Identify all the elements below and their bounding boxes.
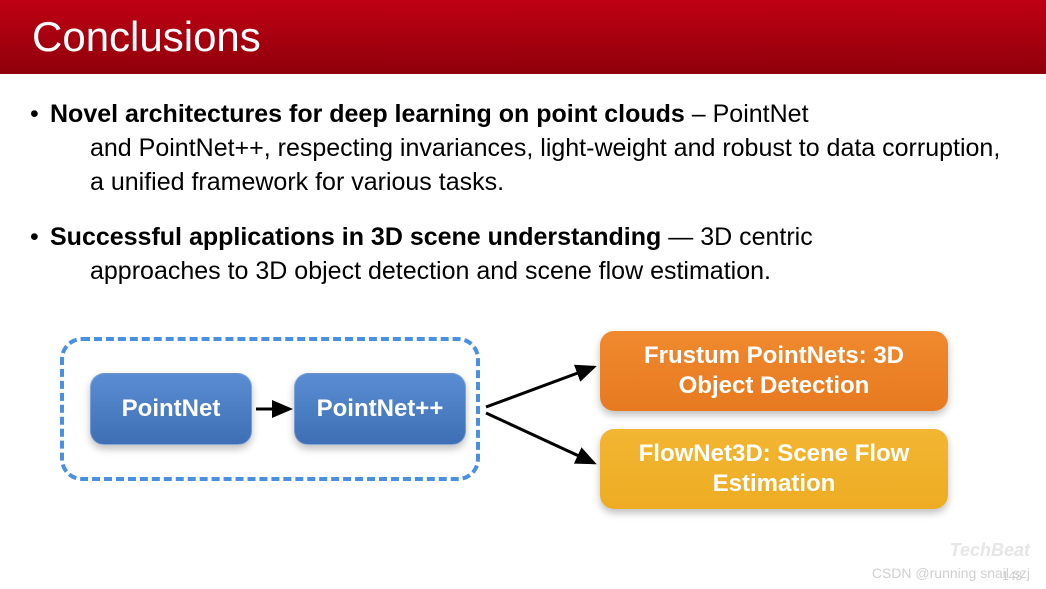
techbeat-watermark: TechBeat: [950, 540, 1030, 561]
edge-arrow: [486, 413, 594, 463]
bullet-2-bold: Successful applications in 3D scene unde…: [50, 223, 661, 251]
bullet-1-line1-rest: PointNet: [713, 100, 809, 128]
node-frustum-label: Frustum PointNets: 3D Object Detection: [612, 341, 936, 401]
bullet-1-cont: and PointNet++, respecting invariances, …: [50, 132, 1012, 200]
bullet-1-sep: –: [685, 100, 713, 128]
bullet-1-bold: Novel architectures for deep learning on…: [50, 100, 685, 128]
bullet-2: Successful applications in 3D scene unde…: [34, 221, 1012, 289]
node-frustum: Frustum PointNets: 3D Object Detection: [600, 331, 948, 411]
page-number: 143: [1002, 569, 1022, 583]
node-flownet: FlowNet3D: Scene Flow Estimation: [600, 429, 948, 509]
node-pointnetpp-label: PointNet++: [317, 395, 444, 423]
node-pointnetpp: PointNet++: [294, 373, 466, 445]
bullet-2-line1-rest: 3D centric: [700, 223, 813, 251]
bullet-1: Novel architectures for deep learning on…: [34, 98, 1012, 199]
slide-title: Conclusions: [32, 13, 261, 61]
node-pointnet: PointNet: [90, 373, 252, 445]
diagram: PointNet PointNet++ Frustum PointNets: 3…: [34, 311, 1012, 561]
node-pointnet-label: PointNet: [122, 395, 221, 423]
bullet-2-sep: —: [661, 223, 700, 251]
title-bar: Conclusions: [0, 0, 1046, 74]
content-area: Novel architectures for deep learning on…: [0, 74, 1046, 561]
edge-arrow: [486, 367, 594, 407]
node-flownet-label: FlowNet3D: Scene Flow Estimation: [612, 439, 936, 499]
bullet-2-cont: approaches to 3D object detection and sc…: [50, 255, 1012, 289]
